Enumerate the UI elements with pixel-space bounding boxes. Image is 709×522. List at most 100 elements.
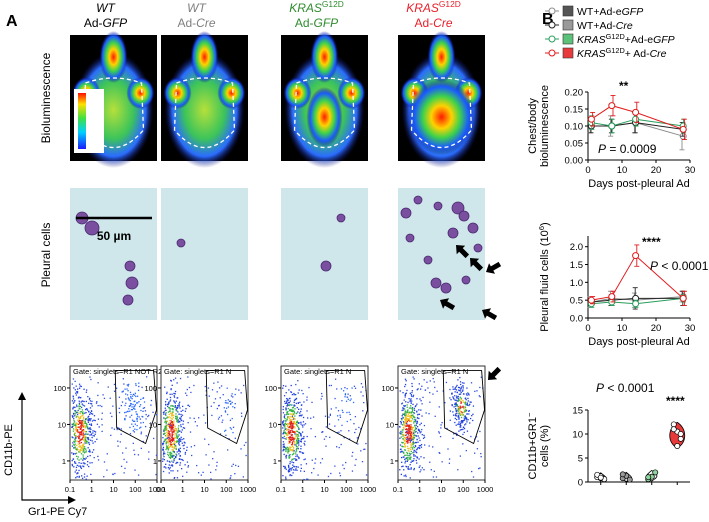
flow-event	[304, 444, 306, 446]
flow-event	[172, 437, 174, 439]
flow-event	[285, 449, 287, 451]
flow-event	[414, 405, 417, 408]
flow-event	[225, 399, 227, 402]
flow-event	[413, 453, 415, 456]
flow-event	[82, 439, 85, 441]
flow-event	[121, 391, 123, 393]
x-axis-label: Days post-pleural Ad	[588, 178, 690, 190]
y-tick-label: 0.00	[565, 156, 584, 167]
flow-event	[164, 429, 166, 432]
flow-event	[90, 423, 93, 425]
flow-event	[406, 425, 408, 427]
gate-label: Gate: singlets=R1 N	[401, 367, 468, 376]
flow-event	[347, 398, 349, 400]
flow-event	[399, 426, 401, 428]
flow-event	[178, 404, 180, 406]
x-tick-label: 0.1	[393, 485, 403, 494]
flow-event	[84, 420, 86, 423]
flow-event	[455, 413, 457, 415]
flow-event	[79, 416, 82, 419]
flow-event	[126, 384, 129, 386]
y-tick-label: 10	[149, 420, 157, 429]
flow-event	[409, 463, 411, 466]
flow-event	[356, 437, 359, 439]
flow-event	[468, 410, 471, 412]
flow-event	[234, 473, 236, 475]
gate	[114, 370, 157, 445]
flow-event	[234, 393, 236, 396]
flow-event	[407, 401, 409, 404]
flow-event	[101, 424, 103, 426]
flow-event	[409, 407, 412, 409]
flow-event	[402, 456, 404, 458]
flow-event	[354, 387, 357, 389]
flow-event	[91, 436, 93, 439]
flow-event	[410, 437, 412, 440]
flow-event	[82, 465, 84, 467]
flow-event	[88, 402, 90, 405]
flow-event	[87, 455, 89, 458]
flow-event	[134, 400, 136, 402]
flow-event	[245, 454, 247, 457]
flow-event	[407, 438, 409, 440]
flow-event	[216, 407, 219, 410]
flow-event	[287, 434, 289, 436]
flow-event	[408, 457, 411, 459]
flow-event	[302, 416, 305, 419]
flow-event	[165, 421, 167, 423]
flow-event	[348, 411, 350, 413]
flow-event	[171, 449, 173, 451]
flow-event	[464, 424, 466, 426]
flow-event	[78, 475, 80, 478]
flow-event	[404, 445, 406, 447]
flow-event	[166, 437, 168, 440]
flow-event	[168, 456, 171, 458]
flow-event	[411, 407, 413, 410]
flow-event	[85, 448, 87, 450]
flow-event	[416, 411, 418, 413]
flow-event	[405, 380, 407, 382]
flow-event	[85, 478, 87, 480]
text-part: )	[539, 222, 551, 226]
flow-event	[291, 434, 294, 436]
flow-event	[71, 465, 74, 467]
flow-event	[87, 419, 89, 421]
flow-event	[290, 413, 292, 415]
flow-event	[399, 469, 401, 471]
flow-event	[291, 443, 294, 445]
flow-event	[467, 397, 469, 400]
flow-event	[166, 434, 168, 436]
flow-event	[407, 467, 409, 470]
x-tick-label: 100	[457, 485, 470, 494]
flow-event	[82, 454, 84, 456]
flow-event	[74, 409, 77, 412]
flow-event	[293, 418, 295, 420]
flow-event	[72, 407, 74, 409]
arrow	[488, 366, 502, 380]
flow-event	[80, 453, 83, 455]
flow-event	[88, 465, 90, 468]
flow-event	[480, 452, 482, 455]
flow-event	[466, 404, 469, 406]
flow-event	[403, 443, 406, 446]
flow-event	[457, 408, 460, 410]
y-tick-label: 1	[273, 457, 277, 466]
flow-event	[285, 456, 287, 458]
flow-event	[447, 448, 449, 450]
flow-event	[185, 408, 187, 410]
flow-event	[460, 386, 463, 388]
flow-event	[321, 392, 323, 395]
flow-event	[72, 408, 74, 410]
flow-event	[74, 443, 76, 445]
y-tick-label: 1.5	[570, 260, 583, 271]
flow-event	[287, 434, 289, 437]
flow-event	[290, 469, 292, 471]
flow-event	[455, 424, 457, 426]
point	[674, 443, 681, 449]
flow-event	[226, 387, 228, 389]
flow-event	[423, 424, 426, 427]
flow-event	[163, 458, 165, 461]
flow-event	[464, 401, 467, 403]
arrow	[470, 258, 484, 272]
flow-event	[124, 404, 126, 407]
